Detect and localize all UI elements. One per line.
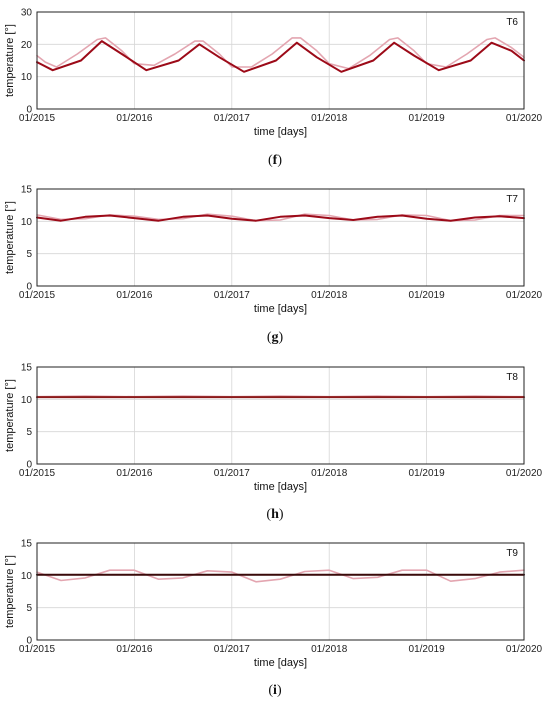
x-tick-label: 01/2015 — [19, 290, 56, 301]
caption-letter: h — [271, 507, 279, 522]
chart-panel-t7: 01/2015 01/2016 01/2017 01/2018 01/2019 01/20… — [4, 185, 543, 346]
panel-tag: T9 — [506, 548, 518, 559]
x-tick-label: 01/2015 — [19, 113, 56, 124]
x-tick-label: 01/2020 — [506, 644, 543, 655]
panel-caption: (h) — [266, 507, 283, 522]
x-tick-label: 01/2017 — [214, 113, 251, 124]
caption-letter: f — [273, 153, 278, 168]
panel-caption: (f) — [268, 153, 282, 168]
plot-frame — [36, 11, 525, 110]
plot-frame — [36, 366, 525, 465]
y-tick-label: 10 — [21, 395, 33, 406]
x-axis-label: time [days] — [254, 126, 307, 138]
y-axis-label: temperature [°] — [4, 555, 16, 628]
x-axis-label: time [days] — [254, 657, 307, 669]
x-tick-label: 01/2020 — [506, 113, 543, 124]
x-tick-label: 01/2018 — [311, 644, 348, 655]
plot-frame — [36, 542, 525, 641]
caption-open-paren: ( — [267, 330, 272, 345]
x-axis-label: time [days] — [254, 481, 307, 493]
y-axis-label: temperature [°] — [4, 379, 16, 452]
x-tick-label: 01/2019 — [409, 113, 446, 124]
x-tick-label: 01/2016 — [116, 468, 153, 479]
panel-tag: T8 — [506, 372, 518, 383]
x-tick-label: 01/2020 — [506, 290, 543, 301]
panel-caption: (i) — [268, 683, 282, 698]
y-tick-label: 15 — [21, 363, 33, 374]
caption-close-paren: ) — [277, 683, 282, 698]
x-tick-label: 01/2018 — [311, 468, 348, 479]
caption-letter: g — [272, 330, 279, 345]
series-line-2 — [36, 214, 525, 222]
x-tick-label: 01/2020 — [506, 468, 543, 479]
series-line-1 — [36, 569, 525, 583]
x-tick-label: 01/2019 — [409, 644, 446, 655]
x-tick-label: 01/2016 — [116, 644, 153, 655]
x-tick-label: 01/2015 — [19, 644, 56, 655]
caption-letter: i — [273, 683, 277, 698]
y-tick-label: 0 — [26, 460, 32, 471]
plot-area — [37, 543, 524, 640]
y-tick-label: 20 — [21, 40, 33, 51]
x-tick-label: 01/2017 — [214, 468, 251, 479]
y-axis-label: temperature [°] — [4, 24, 16, 97]
x-tick-label: 01/2017 — [214, 644, 251, 655]
panel-tag: T7 — [506, 194, 518, 205]
series-line-1 — [36, 213, 525, 222]
y-tick-label: 5 — [26, 427, 32, 438]
y-tick-label: 5 — [26, 249, 32, 260]
plot-area — [37, 367, 524, 464]
x-tick-label: 01/2018 — [311, 290, 348, 301]
plot-frame — [36, 188, 525, 287]
chart-panel-t8: 01/2015 01/2016 01/2017 01/2018 01/2019 01/20… — [4, 363, 543, 523]
caption-close-paren: ) — [279, 330, 284, 345]
y-tick-label: 0 — [26, 282, 32, 293]
y-tick-label: 10 — [21, 571, 33, 582]
caption-open-paren: ( — [268, 153, 273, 168]
x-tick-label: 01/2017 — [214, 290, 251, 301]
y-tick-label: 10 — [21, 72, 33, 83]
y-tick-label: 30 — [21, 8, 33, 19]
y-tick-label: 15 — [21, 539, 33, 550]
chart-panel-t9: 01/2015 01/2016 01/2017 01/2018 01/2019 01/20… — [4, 539, 543, 699]
x-tick-label: 01/2019 — [409, 468, 446, 479]
y-tick-label: 10 — [21, 217, 33, 228]
y-tick-label: 5 — [26, 603, 32, 614]
plot-area — [37, 189, 524, 286]
y-tick-label: 15 — [21, 185, 33, 196]
caption-open-paren: ( — [266, 507, 271, 522]
series-line-2 — [36, 40, 525, 73]
panel-tag: T6 — [506, 17, 518, 28]
x-tick-label: 01/2015 — [19, 468, 56, 479]
x-tick-label: 01/2018 — [311, 113, 348, 124]
y-tick-label: 0 — [26, 105, 32, 116]
x-axis-label: time [days] — [254, 303, 307, 315]
plot-area — [37, 12, 524, 109]
series-line-1 — [36, 37, 525, 70]
y-axis-label: temperature [°] — [4, 201, 16, 274]
x-tick-label: 01/2016 — [116, 290, 153, 301]
chart-panel-t6: 01/2015 01/2016 01/2017 01/2018 01/2019 01/20… — [4, 8, 543, 169]
x-tick-label: 01/2019 — [409, 290, 446, 301]
caption-open-paren: ( — [268, 683, 273, 698]
caption-close-paren: ) — [279, 507, 284, 522]
panel-caption: (g) — [267, 330, 284, 345]
x-tick-label: 01/2016 — [116, 113, 153, 124]
caption-close-paren: ) — [277, 153, 282, 168]
y-tick-label: 0 — [26, 636, 32, 647]
